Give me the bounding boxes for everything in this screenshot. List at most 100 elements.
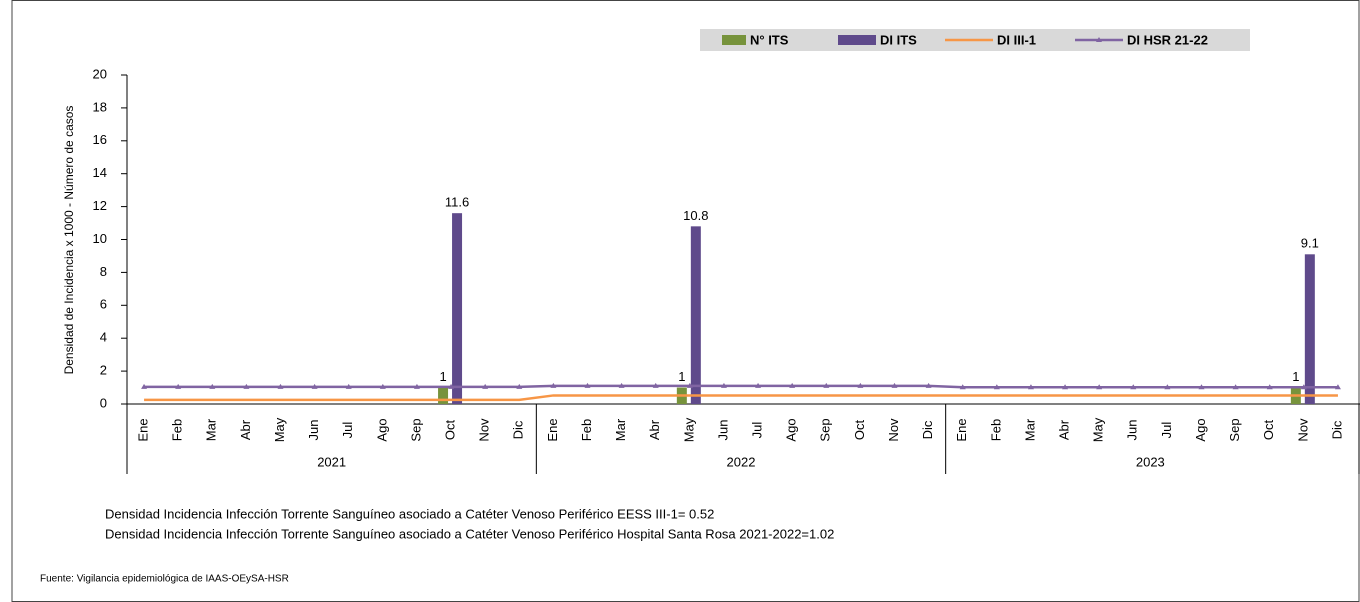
x-tick-label: Ene bbox=[135, 418, 150, 441]
x-tick-label: Nov bbox=[1295, 418, 1310, 442]
line bbox=[144, 394, 1338, 402]
marker bbox=[1062, 384, 1069, 390]
marker bbox=[516, 383, 523, 389]
marker bbox=[857, 382, 864, 388]
x-tick-label: Abr bbox=[1056, 419, 1071, 440]
group-label: 2023 bbox=[1136, 454, 1165, 469]
bar bbox=[452, 213, 463, 404]
data-label: 1 bbox=[678, 369, 685, 384]
y-tick-label: 10 bbox=[93, 231, 107, 246]
marker bbox=[379, 383, 386, 389]
data-label: 1 bbox=[1292, 369, 1299, 384]
note: Densidad Incidencia Infección Torrente S… bbox=[105, 506, 714, 521]
y-tick-label: 2 bbox=[100, 363, 107, 378]
legend-label: DI HSR 21-22 bbox=[1127, 32, 1208, 47]
x-tick-label: Oct bbox=[442, 420, 457, 441]
y-tick-label: 8 bbox=[100, 264, 107, 279]
marker bbox=[823, 382, 830, 388]
group-label: 2022 bbox=[727, 454, 756, 469]
marker bbox=[277, 383, 284, 389]
marker bbox=[1198, 384, 1205, 390]
x-tick-label: May bbox=[681, 417, 696, 442]
x-tick-label: Oct bbox=[1261, 420, 1276, 441]
y-tick-label: 20 bbox=[93, 66, 107, 81]
marker bbox=[413, 383, 420, 389]
marker bbox=[959, 384, 966, 390]
x-tick-label: Jul bbox=[340, 422, 355, 439]
marker bbox=[652, 382, 659, 388]
data-label: 10.8 bbox=[683, 208, 708, 223]
x-tick-label: Jun bbox=[306, 420, 321, 441]
x-tick-label: Ene bbox=[954, 418, 969, 441]
x-tick-label: Jun bbox=[1125, 420, 1140, 441]
y-tick-label: 6 bbox=[100, 297, 107, 312]
x-tick-label: May bbox=[1091, 417, 1106, 442]
x-tick-label: Mar bbox=[613, 418, 628, 441]
marker bbox=[1266, 384, 1273, 390]
note: Densidad Incidencia Infección Torrente S… bbox=[105, 526, 834, 541]
marker bbox=[891, 382, 898, 388]
legend-marker bbox=[1096, 37, 1102, 42]
legend-swatch bbox=[722, 35, 746, 45]
data-label: 1 bbox=[439, 369, 446, 384]
group-label: 2021 bbox=[317, 454, 346, 469]
x-tick-label: Ago bbox=[784, 418, 799, 441]
marker bbox=[345, 383, 352, 389]
marker bbox=[1130, 384, 1137, 390]
marker bbox=[618, 382, 625, 388]
x-tick-label: Nov bbox=[886, 418, 901, 442]
marker bbox=[1300, 384, 1307, 390]
marker bbox=[993, 384, 1000, 390]
marker bbox=[789, 382, 796, 388]
marker bbox=[1027, 384, 1034, 390]
y-tick-label: 4 bbox=[100, 330, 107, 345]
marker bbox=[311, 383, 318, 389]
x-tick-label: Ago bbox=[374, 418, 389, 441]
y-tick-label: 18 bbox=[93, 99, 107, 114]
marker bbox=[584, 382, 591, 388]
x-tick-label: Jul bbox=[1159, 422, 1174, 439]
legend-label: N° ITS bbox=[750, 32, 789, 47]
x-tick-label: Feb bbox=[170, 419, 185, 441]
y-tick-label: 14 bbox=[93, 165, 107, 180]
marker bbox=[1232, 384, 1239, 390]
x-tick-label: Oct bbox=[852, 420, 867, 441]
y-axis-label: Densidad de Incidencia x 1000 - Número d… bbox=[62, 106, 76, 375]
marker bbox=[1096, 384, 1103, 390]
marker bbox=[925, 382, 932, 388]
line bbox=[144, 384, 1338, 389]
x-tick-label: Jun bbox=[715, 420, 730, 441]
legend-label: DI III-1 bbox=[997, 32, 1036, 47]
x-tick-label: Dic bbox=[920, 420, 935, 439]
data-label: 11.6 bbox=[445, 195, 469, 210]
marker bbox=[209, 383, 216, 389]
marker bbox=[550, 382, 557, 388]
x-tick-label: Abr bbox=[647, 419, 662, 440]
bar bbox=[690, 226, 701, 404]
x-tick-label: Nov bbox=[477, 418, 492, 442]
marker bbox=[755, 382, 762, 388]
x-tick-label: Abr bbox=[238, 419, 253, 440]
x-tick-label: Ene bbox=[545, 418, 560, 441]
y-tick-label: 12 bbox=[93, 198, 107, 213]
x-tick-label: Sep bbox=[408, 418, 423, 441]
marker bbox=[448, 383, 455, 389]
x-tick-label: Feb bbox=[579, 419, 594, 441]
x-tick-label: Dic bbox=[1329, 420, 1344, 439]
marker bbox=[686, 382, 693, 388]
y-tick-label: 16 bbox=[93, 132, 107, 147]
marker bbox=[1334, 384, 1341, 390]
marker bbox=[482, 383, 489, 389]
x-tick-label: Mar bbox=[1022, 418, 1037, 441]
x-tick-label: Jul bbox=[749, 422, 764, 439]
marker bbox=[141, 383, 148, 389]
x-tick-label: Sep bbox=[818, 418, 833, 441]
marker bbox=[1164, 384, 1171, 390]
marker bbox=[720, 382, 727, 388]
bar bbox=[1304, 254, 1315, 404]
x-tick-label: Ago bbox=[1193, 418, 1208, 441]
legend-swatch bbox=[838, 35, 876, 45]
x-tick-label: May bbox=[272, 417, 287, 442]
x-tick-label: Dic bbox=[511, 420, 526, 439]
